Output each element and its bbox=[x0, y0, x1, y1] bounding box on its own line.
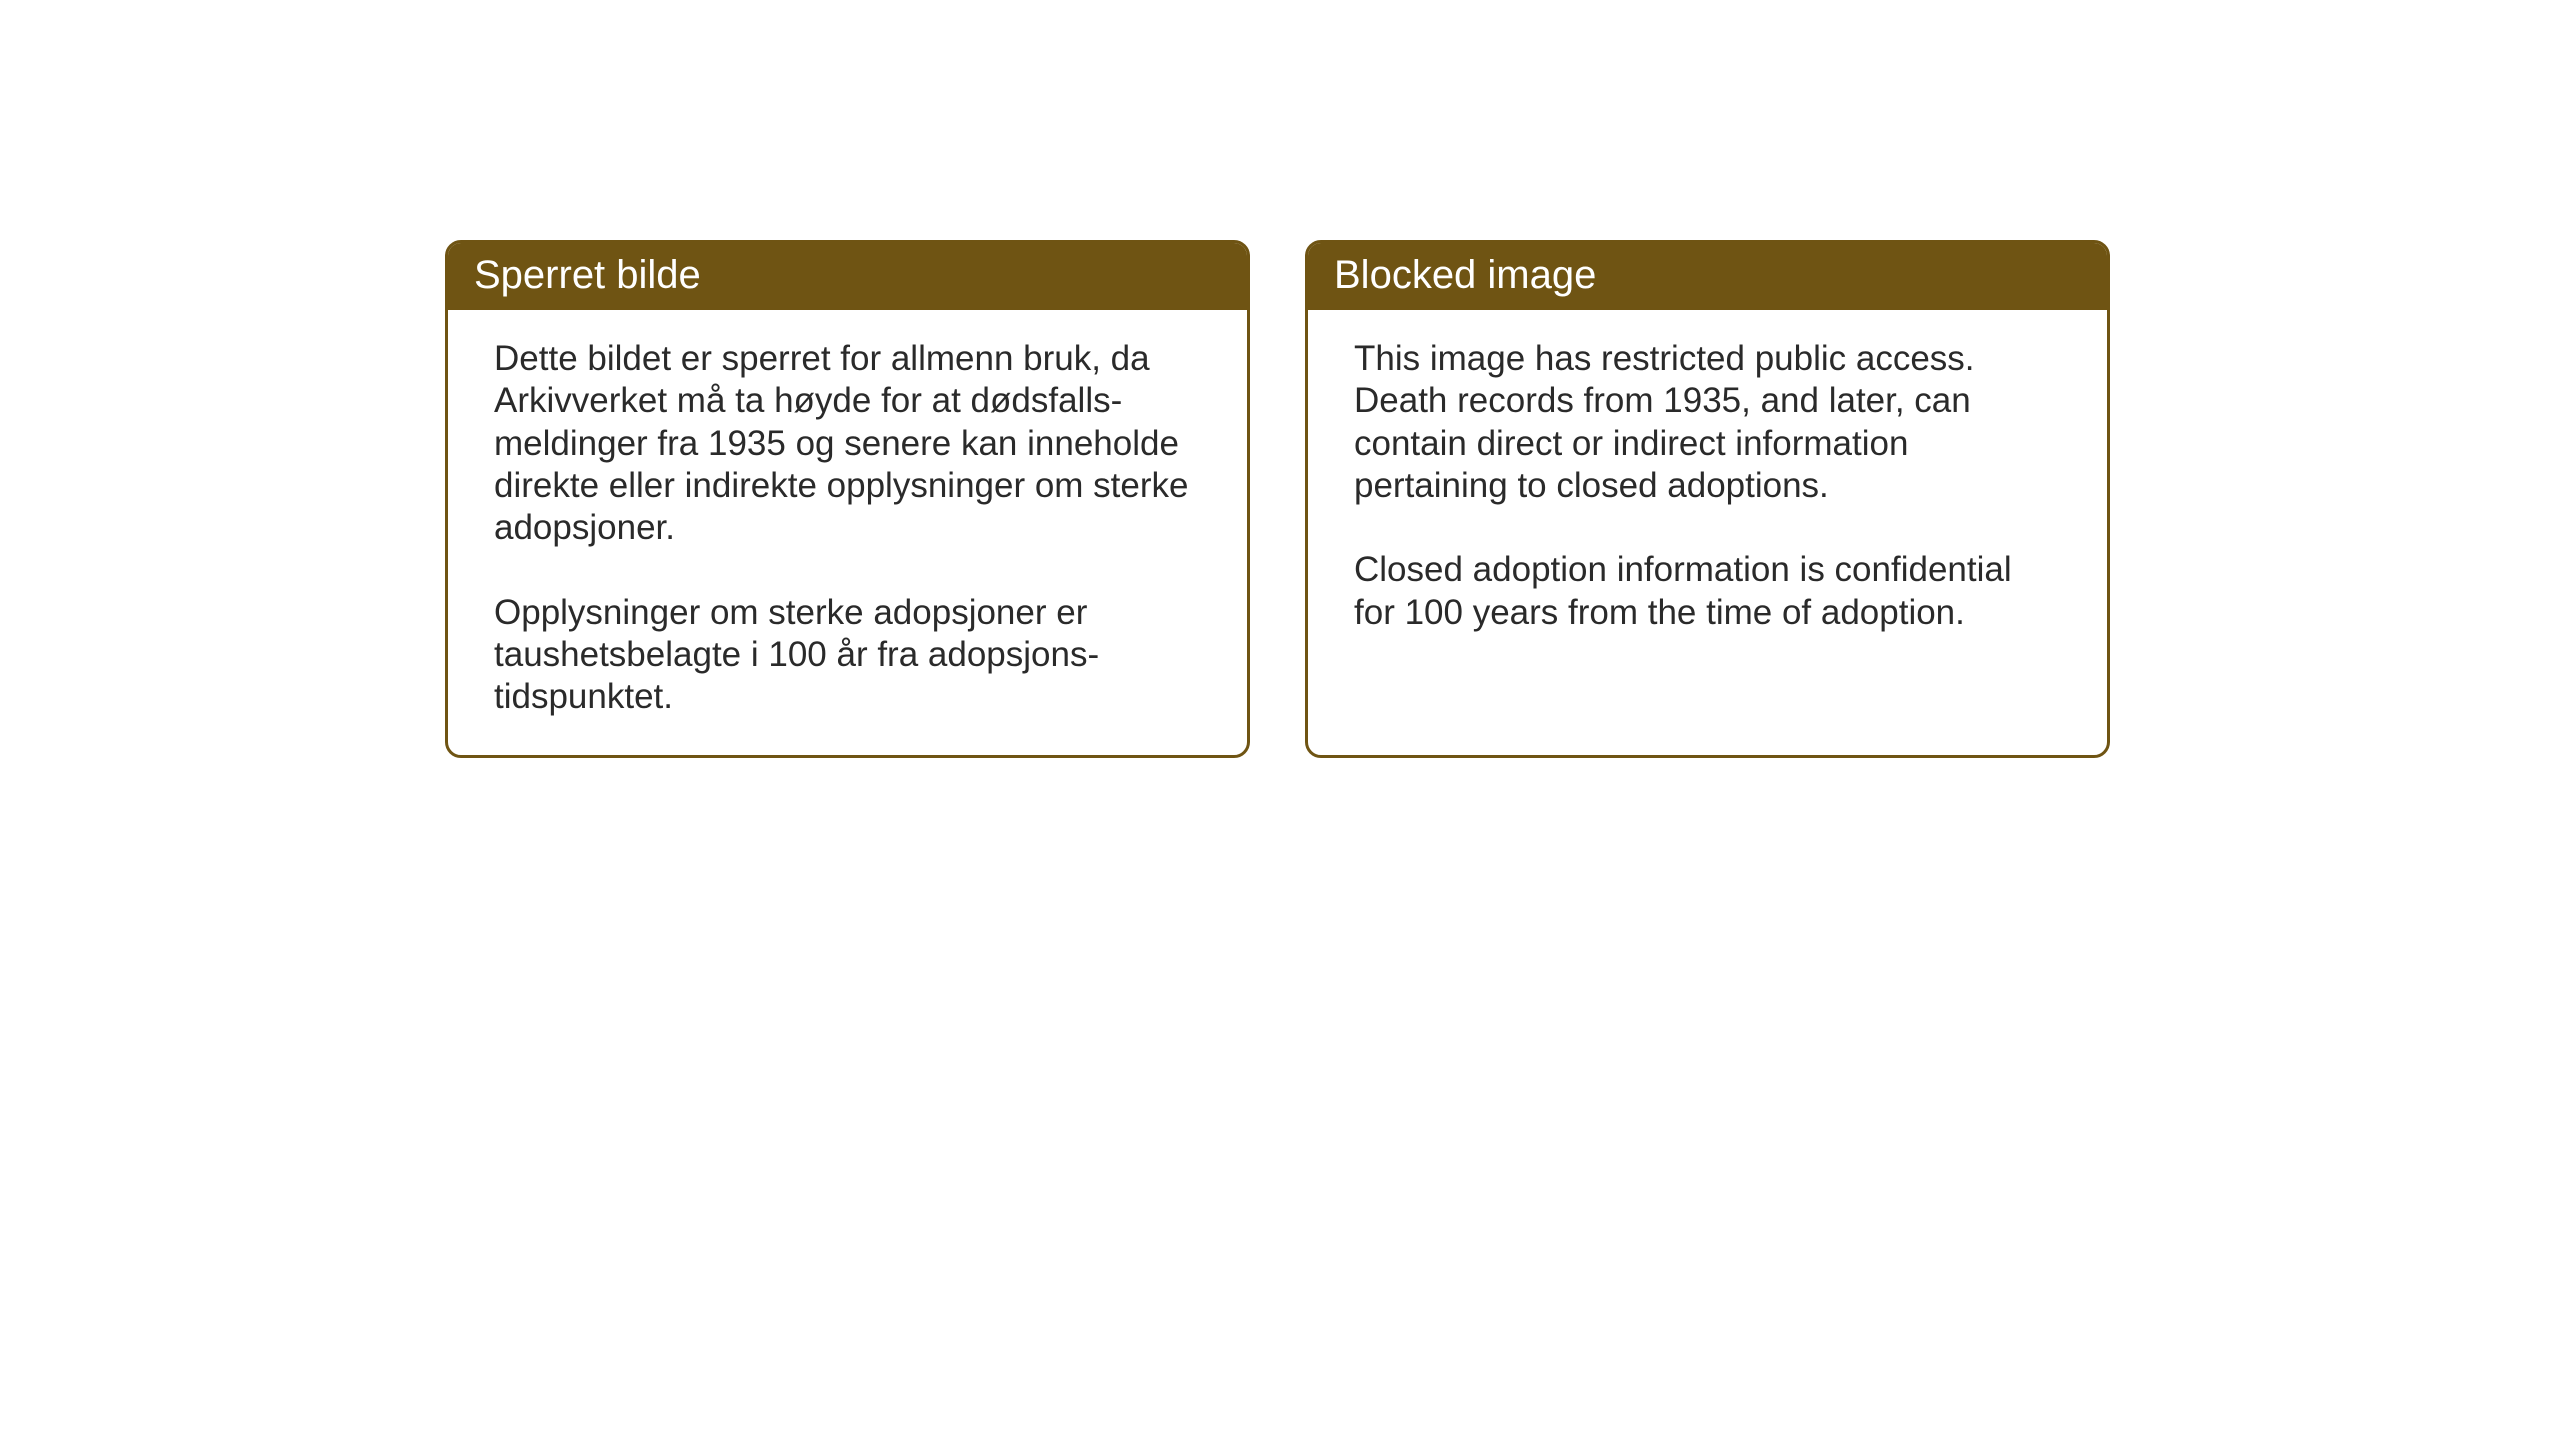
notice-paragraph-2-norwegian: Opplysninger om sterke adopsjoner er tau… bbox=[494, 592, 1201, 719]
notice-paragraph-2-english: Closed adoption information is confident… bbox=[1354, 549, 2061, 634]
notice-box-norwegian: Sperret bilde Dette bildet er sperret fo… bbox=[445, 240, 1250, 758]
notice-header-norwegian: Sperret bilde bbox=[448, 243, 1247, 310]
notice-body-norwegian: Dette bildet er sperret for allmenn bruk… bbox=[448, 310, 1247, 755]
notice-paragraph-1-english: This image has restricted public access.… bbox=[1354, 338, 2061, 507]
notice-body-english: This image has restricted public access.… bbox=[1308, 310, 2107, 720]
notice-header-english: Blocked image bbox=[1308, 243, 2107, 310]
notice-container: Sperret bilde Dette bildet er sperret fo… bbox=[445, 240, 2110, 758]
notice-title-english: Blocked image bbox=[1334, 253, 1596, 297]
notice-box-english: Blocked image This image has restricted … bbox=[1305, 240, 2110, 758]
notice-paragraph-1-norwegian: Dette bildet er sperret for allmenn bruk… bbox=[494, 338, 1201, 550]
notice-title-norwegian: Sperret bilde bbox=[474, 253, 701, 297]
